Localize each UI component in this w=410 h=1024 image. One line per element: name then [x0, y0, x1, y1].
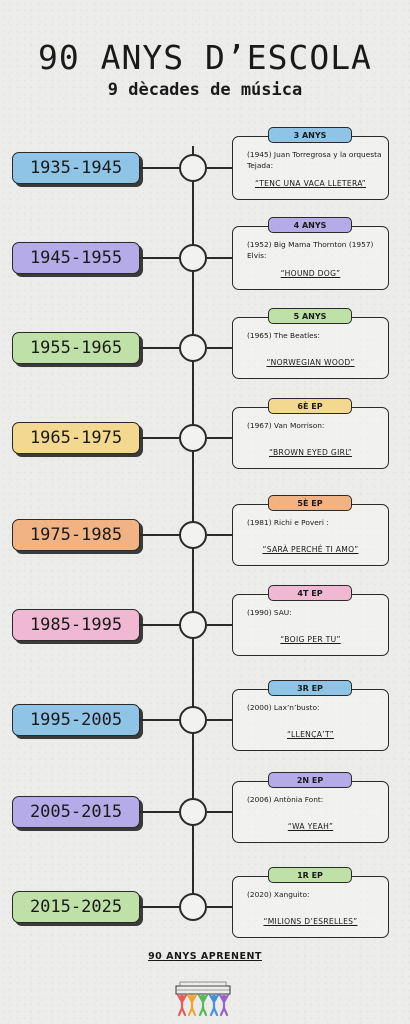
- connector-line: [140, 347, 180, 349]
- grade-badge: 6È EP: [268, 398, 352, 414]
- song-card: (1990) SAU: “BOIG PER TU”: [232, 594, 389, 656]
- grade-badge: 4T EP: [268, 585, 352, 601]
- grade-badge: 1R EP: [268, 867, 352, 883]
- connector-line: [140, 906, 180, 908]
- connector-line: [140, 167, 180, 169]
- grade-badge: 2N EP: [268, 772, 352, 788]
- page-title: 90 ANYS D’ESCOLA: [38, 38, 372, 77]
- timeline-node: [179, 521, 207, 549]
- timeline-node: [179, 611, 207, 639]
- connector-line: [140, 257, 180, 259]
- decade-label: 2005-2015: [12, 796, 140, 828]
- grade-badge: 4 ANYS: [268, 217, 352, 233]
- decade-label: 1945-1955: [12, 242, 140, 274]
- decade-label: 1955-1965: [12, 332, 140, 364]
- song-artist: (1981) Richi e Poveri :: [247, 518, 329, 527]
- song-artist: (2000) Lax’n’busto:: [247, 703, 320, 712]
- song-artist: (1965) The Beatles:: [247, 331, 321, 340]
- decade-label: 1995-2005: [12, 704, 140, 736]
- decade-label: 1965-1975: [12, 422, 140, 454]
- song-title: “MILIONS D’ESRELLES”: [263, 917, 358, 926]
- timeline-node: [179, 798, 207, 826]
- song-title: “HOUND DOG”: [280, 269, 341, 278]
- grade-badge: 3R EP: [268, 680, 352, 696]
- timeline-node: [179, 893, 207, 921]
- connector-line: [207, 347, 232, 349]
- connector-line: [207, 906, 232, 908]
- grade-badge: 3 ANYS: [268, 127, 352, 143]
- song-card: (1967) Van Morrison: “BROWN EYED GIRL”: [232, 407, 389, 469]
- timeline-node: [179, 424, 207, 452]
- grade-badge: 5 ANYS: [268, 308, 352, 324]
- song-title: “NORWEGIAN WOOD”: [266, 358, 355, 367]
- connector-line: [207, 437, 232, 439]
- song-title: “LLENÇA’T”: [287, 730, 334, 739]
- connector-line: [207, 624, 232, 626]
- page-subtitle: 9 dècades de música: [107, 80, 303, 100]
- grade-badge: 5È EP: [268, 495, 352, 511]
- song-title: “SARÀ PERCHÉ TI AMO”: [262, 545, 359, 554]
- song-artist: (2020) Xanguito:: [247, 890, 310, 899]
- connector-line: [140, 534, 180, 536]
- decade-label: 2015-2025: [12, 891, 140, 923]
- timeline-node: [179, 334, 207, 362]
- song-title: “WA YEAH”: [287, 822, 334, 831]
- connector-line: [140, 624, 180, 626]
- timeline-node: [179, 244, 207, 272]
- connector-line: [207, 257, 232, 259]
- song-title: “TENC UNA VACA LLETERA”: [254, 179, 367, 188]
- decade-label: 1935-1945: [12, 152, 140, 184]
- connector-line: [140, 437, 180, 439]
- connector-line: [140, 719, 180, 721]
- song-card: (1952) Big Mama Thornton (1957) Elvis: “H…: [232, 226, 389, 290]
- connector-line: [207, 719, 232, 721]
- song-artist: (1952) Big Mama Thornton (1957) Elvis:: [247, 240, 374, 260]
- song-card: (2000) Lax’n’busto: “LLENÇA’T”: [232, 689, 389, 751]
- timeline-node: [179, 706, 207, 734]
- song-artist: (1945) Juan Torregrosa y la orquesta Tej…: [247, 150, 382, 170]
- footer-text: 90 ANYS APRENENT: [148, 951, 262, 962]
- song-card: (1945) Juan Torregrosa y la orquesta Tej…: [232, 136, 389, 200]
- decade-label: 1985-1995: [12, 609, 140, 641]
- song-artist: (2006) Antònia Font:: [247, 795, 324, 804]
- connector-line: [207, 811, 232, 813]
- song-artist: (1990) SAU:: [247, 608, 292, 617]
- connector-line: [140, 811, 180, 813]
- song-card: (1965) The Beatles: “NORWEGIAN WOOD”: [232, 317, 389, 379]
- song-card: (2006) Antònia Font: “WA YEAH”: [232, 781, 389, 843]
- connector-line: [207, 534, 232, 536]
- song-card: (2020) Xanguito: “MILIONS D’ESRELLES”: [232, 876, 389, 938]
- song-card: (1981) Richi e Poveri : “SARÀ PERCHÉ TI A…: [232, 504, 389, 566]
- timeline-node: [179, 154, 207, 182]
- school-logo: [175, 981, 231, 1017]
- song-title: “BROWN EYED GIRL”: [269, 448, 352, 457]
- song-artist: (1967) Van Morrison:: [247, 421, 325, 430]
- song-title: “BOIG PER TU”: [280, 635, 341, 644]
- connector-line: [207, 167, 232, 169]
- decade-label: 1975-1985: [12, 519, 140, 551]
